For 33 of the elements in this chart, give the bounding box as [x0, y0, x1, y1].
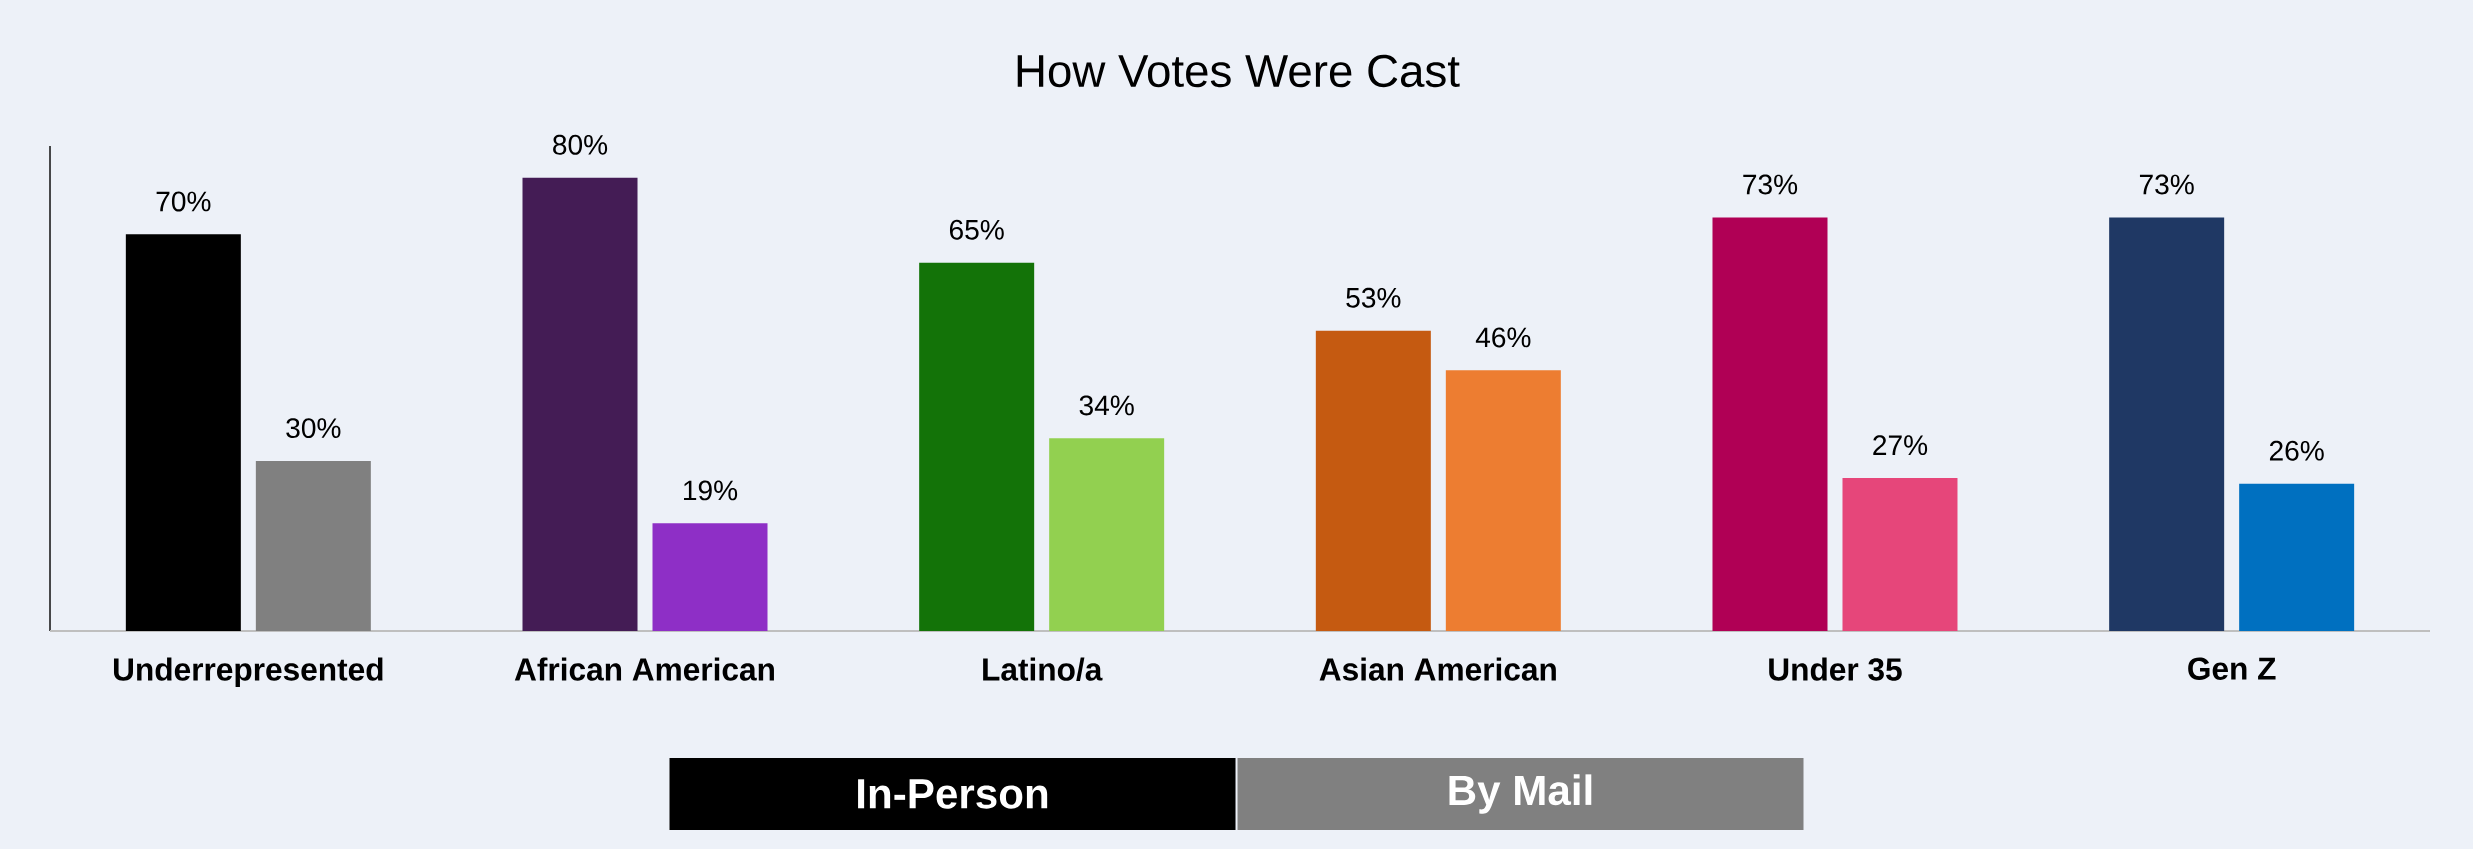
x-tick-label: Asian American — [1319, 657, 1556, 681]
data-label: 30% — [286, 418, 341, 439]
bar — [1445, 370, 1561, 631]
data-label: 34% — [1079, 395, 1134, 416]
bar — [2109, 217, 2225, 631]
data-label: 27% — [1873, 435, 1928, 456]
bar — [255, 461, 371, 631]
bar — [652, 523, 768, 631]
bar — [919, 262, 1035, 631]
data-label: 46% — [1475, 327, 1531, 348]
data-label: 80% — [553, 134, 608, 155]
data-label: 53% — [1346, 287, 1401, 308]
data-label: 65% — [949, 219, 1004, 240]
x-tick-label: Underrepresented — [113, 657, 383, 687]
bar — [1049, 438, 1165, 631]
x-tick-label: Under 35 — [1769, 657, 1902, 681]
text: By Mail — [1449, 774, 1592, 814]
bar — [522, 177, 638, 631]
x-tick-label: Latino/a — [983, 657, 1103, 681]
bar — [125, 234, 241, 631]
x-tick-label: Gen Z — [2188, 657, 2276, 680]
data-label: 70% — [156, 191, 211, 212]
bar — [1315, 330, 1431, 631]
data-label: 73% — [2139, 174, 2194, 195]
chart-title: How Votes Were Cast — [1017, 54, 1460, 88]
data-label: 26% — [2269, 440, 2324, 461]
x-tick-label: African American — [514, 657, 774, 681]
bar — [1712, 217, 1828, 631]
data-label: 19% — [684, 480, 738, 501]
bar — [2239, 483, 2355, 631]
data-label: 73% — [1743, 174, 1798, 195]
bar — [1842, 478, 1958, 631]
text: In-Person — [858, 779, 1048, 809]
